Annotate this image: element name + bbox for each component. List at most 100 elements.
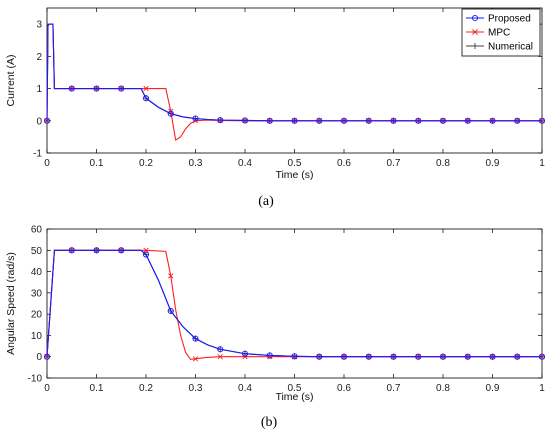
data-point-proposed bbox=[291, 117, 298, 124]
data-point-mpc bbox=[168, 273, 174, 279]
plot-a-xtick-label: 0.5 bbox=[288, 158, 302, 169]
plot-b-xtick-label: 1 bbox=[539, 383, 545, 394]
data-point-proposed bbox=[439, 353, 447, 360]
plot-b-xtick-label: 0.6 bbox=[337, 383, 351, 394]
data-point-proposed bbox=[266, 352, 273, 359]
plot-a-ytick-label: 1 bbox=[36, 84, 42, 95]
plot-a-ytick-label: 3 bbox=[36, 20, 42, 31]
plot-b-frame bbox=[46, 228, 543, 379]
data-point-proposed bbox=[118, 85, 125, 92]
data-point-proposed bbox=[167, 307, 174, 315]
plot-a-xlabel: Time (s) bbox=[275, 169, 313, 181]
plot-b-series bbox=[43, 247, 546, 362]
legend-label-proposed: Proposed bbox=[488, 14, 531, 25]
data-point-proposed bbox=[538, 353, 546, 360]
data-point-proposed bbox=[291, 353, 298, 360]
plot-a-xtick-label: 0.6 bbox=[337, 158, 351, 169]
data-point-proposed bbox=[43, 117, 51, 124]
plot-a-xtick-label: 0.1 bbox=[90, 158, 104, 169]
data-point-proposed bbox=[464, 117, 471, 124]
series-line-proposed bbox=[46, 249, 542, 358]
plot-a-xtick-label: 0.7 bbox=[387, 158, 401, 169]
data-point-proposed bbox=[316, 117, 323, 124]
legend: Proposed MPC Numerical bbox=[461, 8, 541, 57]
plot-b-xtick-label: 0.3 bbox=[189, 383, 203, 394]
plot-b-ytick-label: 40 bbox=[31, 267, 43, 278]
plot-b-ytick-label: 0 bbox=[36, 352, 42, 363]
plot-b-xtick-label: 0.8 bbox=[436, 383, 450, 394]
data-point-mpc bbox=[44, 354, 50, 360]
plot-b: 0 0.1 0.2 0.3 0.4 0.5 0.6 0.7 0.8 0.9 1-1001020304… bbox=[5, 225, 545, 431]
data-point-proposed bbox=[365, 117, 372, 124]
plot-b-caption: (b) bbox=[261, 415, 278, 430]
legend-marker-mpc bbox=[472, 29, 478, 35]
plot-a-xtick-label: 1 bbox=[539, 158, 545, 169]
data-point-proposed bbox=[68, 247, 75, 254]
plot-a-ytick-label: -1 bbox=[33, 149, 42, 160]
data-point-proposed bbox=[415, 117, 422, 124]
plot-a-series bbox=[43, 23, 546, 142]
plot-b-xtick-label: 0.9 bbox=[486, 383, 500, 394]
plot-b-ylabel: Angular Speed (rad/s) bbox=[5, 252, 17, 355]
data-point-proposed bbox=[68, 85, 75, 92]
data-point-proposed bbox=[365, 353, 372, 360]
plot-b-ytick-label: 10 bbox=[31, 331, 43, 342]
data-point-proposed bbox=[43, 353, 51, 360]
data-point-proposed bbox=[192, 115, 199, 122]
data-point-proposed bbox=[514, 353, 521, 360]
data-point-proposed bbox=[514, 117, 521, 124]
data-point-proposed bbox=[340, 353, 348, 360]
plot-b-ytick-label: 50 bbox=[31, 246, 43, 257]
data-point-proposed bbox=[217, 117, 224, 124]
data-point-proposed bbox=[118, 247, 125, 254]
data-point-proposed bbox=[316, 353, 323, 360]
data-point-proposed bbox=[241, 350, 249, 357]
data-point-mpc bbox=[192, 356, 199, 362]
legend-marker-proposed bbox=[471, 14, 479, 22]
plot-b-ytick-label: 60 bbox=[31, 225, 43, 236]
data-point-proposed bbox=[217, 346, 224, 353]
data-point-mpc bbox=[143, 85, 149, 92]
data-point-mpc bbox=[143, 247, 149, 253]
plot-a-ytick-label: 0 bbox=[36, 116, 42, 127]
plot-a-xtick-label: 0.8 bbox=[436, 158, 450, 169]
data-point-proposed bbox=[142, 95, 150, 102]
data-point-proposed bbox=[241, 117, 249, 124]
data-point-proposed bbox=[266, 117, 273, 124]
legend-marker-numerical bbox=[472, 43, 478, 49]
plot-b-ytick-label: 20 bbox=[31, 310, 43, 321]
data-point-proposed bbox=[464, 353, 471, 360]
legend-label-numerical: Numerical bbox=[488, 42, 533, 53]
data-point-proposed bbox=[538, 117, 546, 124]
data-point-proposed bbox=[142, 251, 150, 258]
data-point-proposed bbox=[93, 85, 100, 92]
plot-a-xtick-label: 0.9 bbox=[486, 158, 500, 169]
plot-b-xtick-label: 0.7 bbox=[387, 383, 401, 394]
plot-b-xtick-label: 0.1 bbox=[90, 383, 104, 394]
data-point-proposed bbox=[415, 353, 422, 360]
plot-a-frame bbox=[46, 7, 543, 154]
data-point-proposed bbox=[439, 117, 447, 124]
data-point-proposed bbox=[390, 353, 397, 360]
plot-a-xtick-label: 0.4 bbox=[238, 158, 252, 169]
series-line-proposed bbox=[46, 23, 542, 122]
plot-b-ytick-label: 30 bbox=[31, 288, 43, 299]
data-point-proposed bbox=[489, 353, 496, 360]
data-point-proposed bbox=[340, 117, 348, 124]
legend-label-mpc: MPC bbox=[488, 28, 510, 39]
plot-a-xtick-label: 0.2 bbox=[139, 158, 153, 169]
plot-b-xtick-label: 0.2 bbox=[139, 383, 153, 394]
data-point-mpc bbox=[217, 354, 223, 360]
plot-a-ylabel: Current (A) bbox=[5, 55, 17, 107]
data-point-proposed bbox=[93, 247, 100, 254]
plot-b-ytick-label: -10 bbox=[28, 374, 43, 385]
plot-a-xtick-label: 0 bbox=[44, 158, 50, 169]
plot-a-ytick-label: 2 bbox=[36, 52, 42, 63]
data-point-proposed bbox=[167, 110, 174, 117]
data-point-proposed bbox=[192, 335, 199, 342]
plot-b-xtick-label: 0.4 bbox=[238, 383, 252, 394]
plot-a-xtick-label: 0.3 bbox=[189, 158, 203, 169]
